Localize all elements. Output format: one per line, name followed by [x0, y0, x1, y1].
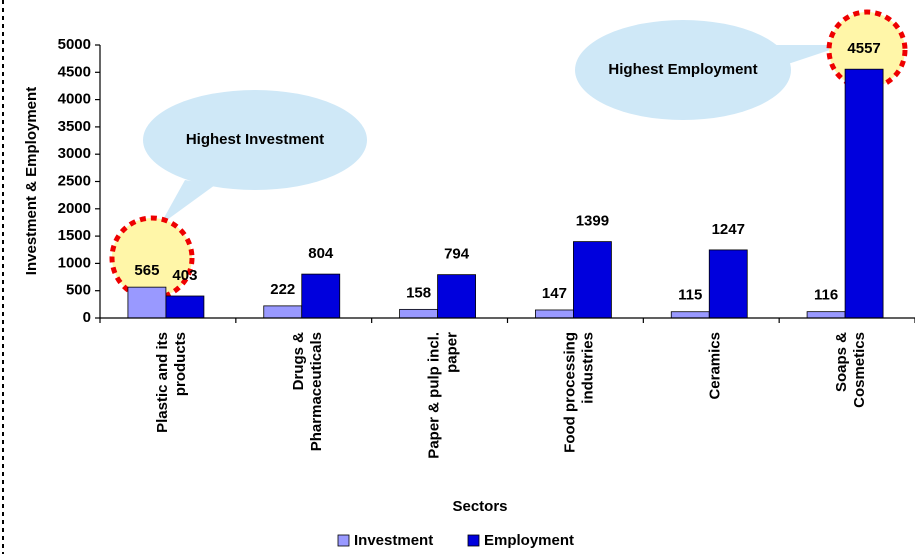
data-label: 4557 [847, 40, 880, 57]
callout-employment: Highest Employment [575, 20, 845, 120]
x-tick-label: Paper & pulp incl.paper [426, 332, 461, 459]
y-tick-label: 3500 [58, 118, 91, 135]
y-tick-label: 4000 [58, 91, 91, 108]
y-axis-title: Investment & Employment [23, 87, 40, 275]
y-tick-label: 3000 [58, 145, 91, 162]
data-label: 403 [172, 267, 197, 284]
y-tick-label: 2500 [58, 172, 91, 189]
bar [670, 311, 710, 319]
highlight [109, 215, 195, 301]
data-label: 565 [134, 262, 159, 279]
bar [535, 309, 574, 319]
bar [844, 68, 884, 319]
y-tick-label: 500 [66, 282, 91, 299]
x-tick-label: Drugs &Pharmaceuticals [290, 332, 325, 451]
data-label: 116 [814, 287, 838, 304]
y-tick-label: 1000 [58, 254, 91, 271]
bar [127, 286, 167, 319]
y-tick-label: 2000 [58, 200, 91, 217]
annotation: Highest Employment [608, 61, 757, 78]
legend-label: Investment [354, 532, 433, 549]
legend-label: Employment [484, 532, 574, 549]
data-label: 1247 [712, 221, 745, 238]
x-tick-label: Ceramics [706, 332, 723, 400]
bar [437, 274, 476, 319]
bar [399, 308, 438, 319]
data-label: 804 [308, 245, 334, 262]
bar [573, 241, 612, 319]
bar [708, 249, 748, 319]
y-tick-label: 5000 [58, 36, 91, 53]
x-tick-label: Plastic and itsproducts [154, 332, 189, 433]
legend-swatch [467, 534, 480, 547]
data-label: 147 [542, 285, 567, 302]
x-tick-label: Soaps &Cosmetics [833, 332, 868, 408]
bar [806, 311, 846, 319]
data-label: 1399 [576, 213, 609, 230]
bar [165, 295, 205, 319]
annotation: Highest Investment [186, 131, 324, 148]
y-tick-label: 4500 [58, 63, 91, 80]
data-label: 222 [270, 281, 295, 298]
y-tick-label: 1500 [58, 227, 91, 244]
x-tick-label: Food processingindustries [561, 332, 596, 453]
callout-investment: Highest Investment [143, 90, 367, 225]
bar [263, 305, 303, 319]
data-label: 794 [444, 246, 470, 263]
x-axis-title: Sectors [452, 498, 507, 515]
bar [301, 273, 341, 319]
y-tick-label: 0 [83, 309, 91, 326]
data-label: 115 [678, 287, 702, 304]
data-label: 158 [406, 284, 431, 301]
legend-swatch [337, 534, 350, 547]
